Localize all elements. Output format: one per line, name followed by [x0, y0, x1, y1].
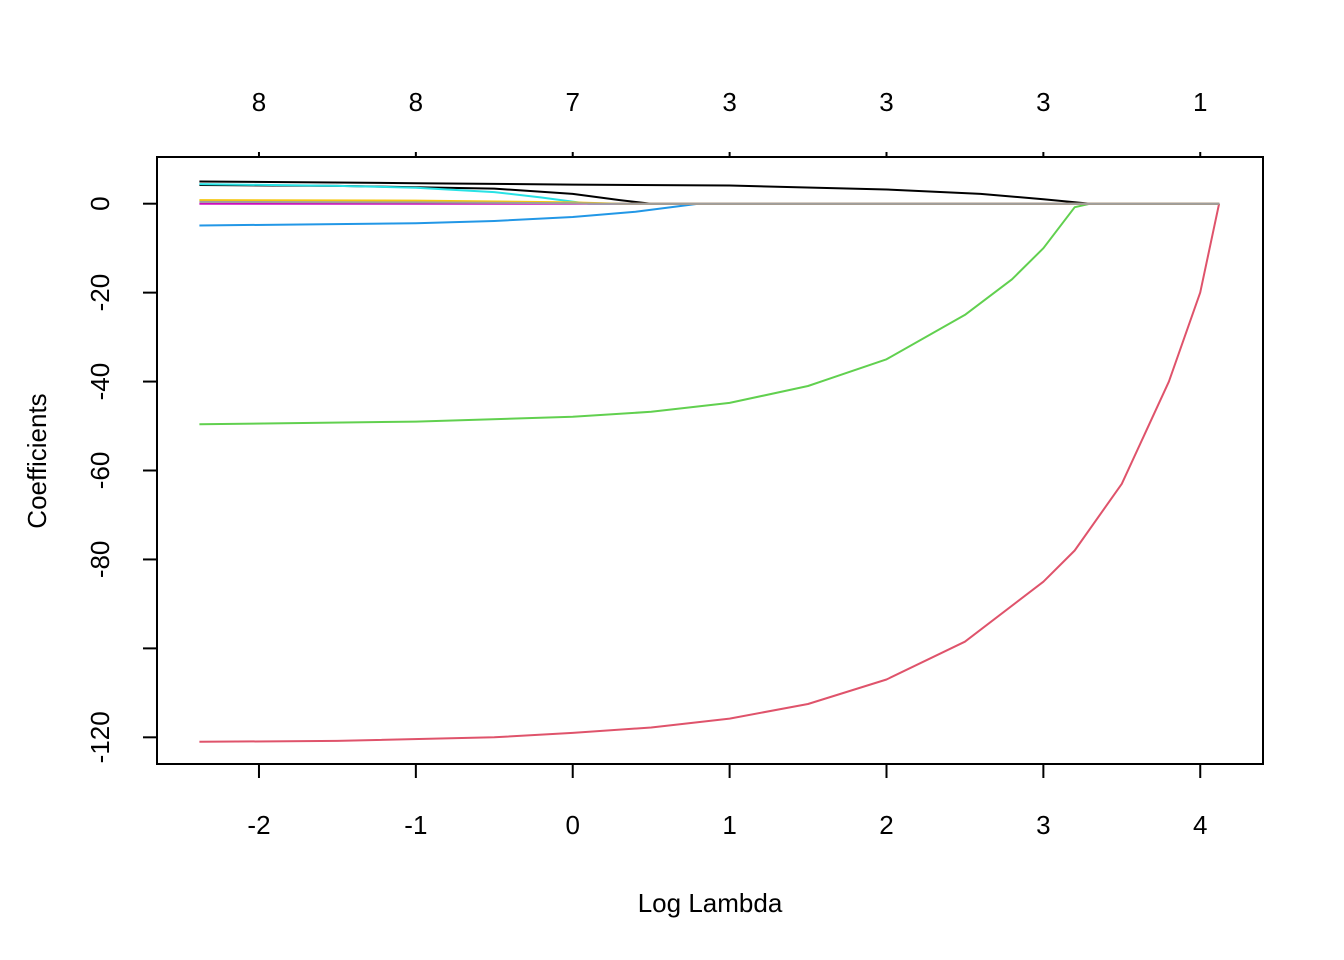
- series-line-3: [199, 203, 1221, 743]
- top-tick-label: 8: [409, 87, 423, 117]
- top-tick-label: 3: [879, 87, 893, 117]
- axes-layer: -2 -1 0 1 2 3 4 8 8 7 3 3 3 1 0 -20 -40 -60 -80 -120: [85, 87, 1207, 840]
- top-tick-label: 7: [565, 87, 579, 117]
- x-tick-label: 2: [879, 810, 893, 840]
- y-axis-title: Coefficients: [22, 393, 52, 528]
- plot-frame: [156, 156, 1264, 765]
- series-line-1: [199, 180, 1220, 205]
- series-layer: [199, 180, 1221, 743]
- y-tick-label: -60: [85, 452, 115, 490]
- top-tick-label: 3: [722, 87, 736, 117]
- x-tick-label: -1: [404, 810, 427, 840]
- y-tick-label: -20: [85, 274, 115, 312]
- top-tick-label: 1: [1193, 87, 1207, 117]
- top-tick-label: 8: [252, 87, 266, 117]
- x-tick-label: 0: [565, 810, 579, 840]
- y-tick-label: 0: [85, 196, 115, 210]
- top-tick-label: 3: [1036, 87, 1050, 117]
- y-tick-label: -40: [85, 363, 115, 401]
- series-line-5: [199, 202, 1220, 227]
- series-line-9: [199, 200, 1220, 205]
- x-tick-label: 1: [722, 810, 736, 840]
- y-tick-label: -120: [85, 711, 115, 763]
- x-tick-label: 3: [1036, 810, 1050, 840]
- series-line-4: [199, 202, 1220, 426]
- y-tick-label: -80: [85, 541, 115, 579]
- x-axis-title: Log Lambda: [638, 888, 783, 918]
- x-tick-label: -2: [247, 810, 270, 840]
- x-tick-label: 4: [1193, 810, 1207, 840]
